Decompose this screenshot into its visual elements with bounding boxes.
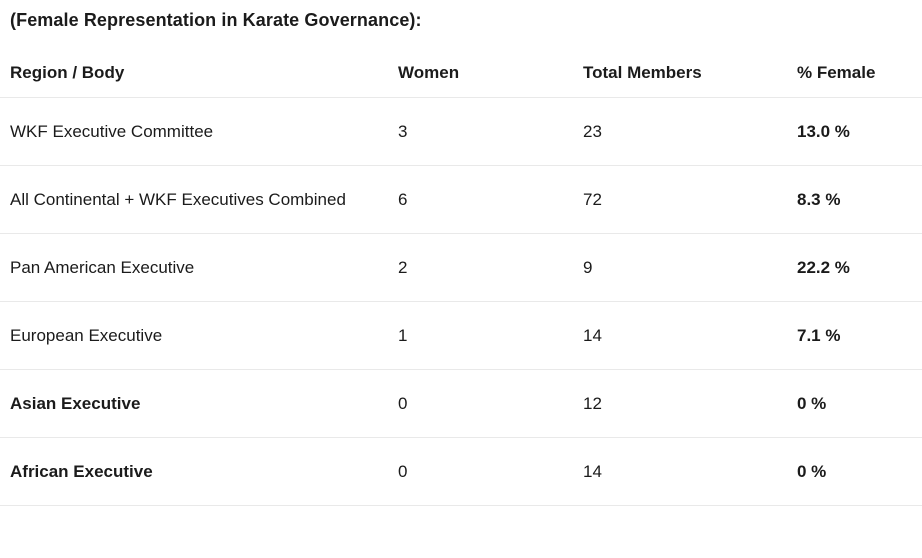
pct-female-cell: 0 %	[797, 462, 827, 481]
women-cell: 0	[398, 462, 408, 481]
region-cell: All Continental + WKF Executives Combine…	[10, 190, 346, 209]
column-header-total-members: Total Members	[583, 63, 702, 82]
total-members-cell: 23	[583, 122, 602, 141]
table-row: European Executive 1 14 7.1 %	[0, 302, 922, 370]
governance-table: Region / Body Women Total Members % Fema…	[0, 62, 922, 506]
pct-female-cell: 13.0 %	[797, 122, 850, 141]
total-members-cell: 14	[583, 326, 602, 345]
pct-female-cell: 7.1 %	[797, 326, 841, 345]
pct-female-cell: 22.2 %	[797, 258, 850, 277]
pct-female-cell: 0 %	[797, 394, 827, 413]
women-cell: 3	[398, 122, 408, 141]
total-members-cell: 9	[583, 258, 593, 277]
women-cell: 1	[398, 326, 408, 345]
women-cell: 6	[398, 190, 408, 209]
table-row: Pan American Executive 2 9 22.2 %	[0, 234, 922, 302]
table-row: All Continental + WKF Executives Combine…	[0, 166, 922, 234]
region-cell: European Executive	[10, 326, 163, 345]
table-row: Asian Executive 0 12 0 %	[0, 370, 922, 438]
women-cell: 2	[398, 258, 408, 277]
region-cell: Asian Executive	[10, 394, 141, 413]
total-members-cell: 72	[583, 190, 602, 209]
pct-female-cell: 8.3 %	[797, 190, 841, 209]
column-header-pct-female: % Female	[797, 63, 876, 82]
women-cell: 0	[398, 394, 408, 413]
table-row: WKF Executive Committee 3 23 13.0 %	[0, 98, 922, 166]
column-header-region: Region / Body	[10, 63, 125, 82]
total-members-cell: 12	[583, 394, 602, 413]
table-header-row: Region / Body Women Total Members % Fema…	[0, 62, 922, 98]
region-cell: WKF Executive Committee	[10, 122, 214, 141]
region-cell: Pan American Executive	[10, 258, 195, 277]
total-members-cell: 14	[583, 462, 602, 481]
region-cell: African Executive	[10, 462, 153, 481]
column-header-women: Women	[398, 63, 460, 82]
table-row: African Executive 0 14 0 %	[0, 438, 922, 506]
page-title: (Female Representation in Karate Governa…	[10, 10, 422, 30]
